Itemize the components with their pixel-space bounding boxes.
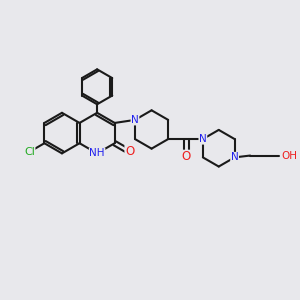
Text: N: N [231, 152, 239, 162]
Text: O: O [125, 146, 134, 158]
Text: NH: NH [89, 148, 105, 158]
Text: Cl: Cl [24, 147, 35, 157]
Text: N: N [199, 134, 207, 144]
Text: OH: OH [281, 151, 297, 160]
Text: O: O [182, 150, 191, 163]
Text: N: N [131, 115, 139, 125]
